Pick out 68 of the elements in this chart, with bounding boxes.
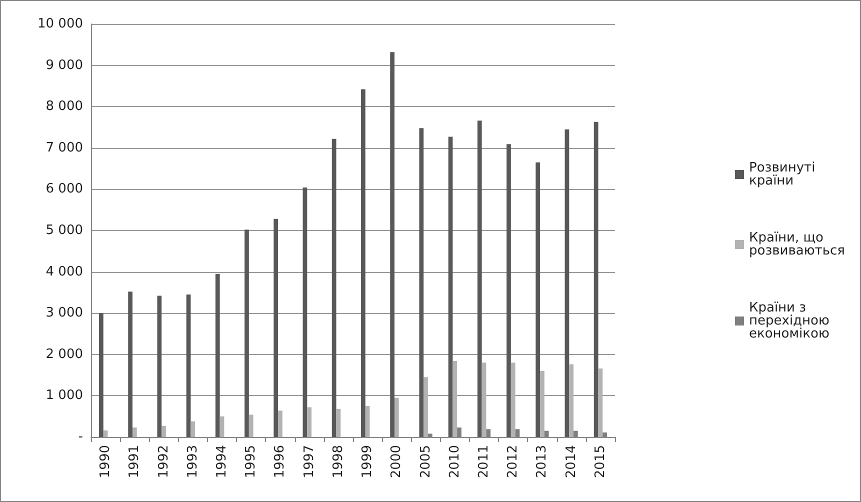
bar bbox=[448, 136, 453, 437]
bar bbox=[157, 296, 162, 437]
y-tick-label: - bbox=[78, 430, 84, 444]
bar bbox=[186, 294, 191, 437]
y-tick-label: 3 000 bbox=[46, 306, 83, 321]
bar bbox=[477, 120, 482, 437]
bar bbox=[103, 430, 108, 437]
x-tick-label: 1994 bbox=[214, 445, 230, 478]
bar bbox=[394, 398, 399, 437]
x-tick-label: 2000 bbox=[389, 445, 404, 478]
x-tick-label: 2005 bbox=[418, 445, 434, 478]
y-tick-label: 9 000 bbox=[46, 58, 83, 73]
bar bbox=[594, 122, 598, 437]
bar bbox=[569, 364, 574, 437]
y-tick-label: 8 000 bbox=[46, 99, 83, 114]
bar bbox=[424, 377, 428, 437]
bar bbox=[132, 428, 137, 437]
bar bbox=[332, 138, 336, 437]
bar bbox=[99, 313, 104, 437]
bar bbox=[419, 128, 424, 437]
y-tick-label: 2 000 bbox=[46, 346, 83, 362]
x-tick-label: 1993 bbox=[185, 445, 200, 478]
y-tick-label: 1 000 bbox=[46, 388, 83, 404]
x-tick-label: 2014 bbox=[564, 445, 579, 478]
y-tick-label: 6 000 bbox=[46, 182, 83, 197]
x-tick-label: 2013 bbox=[534, 445, 550, 478]
x-tick-label: 2010 bbox=[447, 445, 462, 478]
bar bbox=[162, 426, 166, 437]
bar bbox=[215, 274, 220, 437]
bar bbox=[365, 406, 370, 437]
x-tick-label: 1992 bbox=[156, 445, 172, 478]
bar bbox=[220, 416, 224, 437]
y-tick-label: 4 000 bbox=[46, 264, 83, 280]
y-tick-label: 7 000 bbox=[46, 140, 83, 156]
legend-label: Країни з перехідною економікою bbox=[749, 300, 834, 342]
bar bbox=[274, 218, 278, 437]
bar bbox=[390, 52, 394, 437]
bar bbox=[190, 421, 196, 437]
bar bbox=[536, 162, 540, 437]
bar bbox=[278, 410, 282, 437]
x-tick-label: 1998 bbox=[330, 445, 346, 478]
x-tick-label: 1997 bbox=[302, 445, 317, 478]
bar bbox=[598, 368, 603, 437]
bar bbox=[482, 362, 486, 437]
x-tick-label: 1990 bbox=[98, 445, 114, 478]
x-tick-label: 1995 bbox=[244, 445, 259, 478]
x-tick-label: 2015 bbox=[592, 445, 608, 478]
bar bbox=[128, 292, 132, 437]
bar bbox=[506, 144, 511, 437]
legend-label: Розвинуті країни bbox=[749, 160, 820, 188]
x-tick-label: 2012 bbox=[506, 445, 521, 478]
bar bbox=[244, 230, 249, 437]
y-tick-label: 5 000 bbox=[46, 223, 83, 238]
bar bbox=[302, 188, 308, 437]
bar bbox=[361, 89, 366, 437]
bar bbox=[452, 361, 458, 437]
y-tick-label: 10 000 bbox=[38, 16, 83, 32]
bar bbox=[540, 370, 544, 437]
legend-label: Країни, що розвиваються bbox=[749, 230, 846, 258]
x-tick-label: 1996 bbox=[272, 445, 288, 478]
bar bbox=[248, 414, 254, 437]
bar bbox=[307, 407, 312, 437]
x-tick-label: 1999 bbox=[360, 445, 376, 478]
x-tick-label: 1991 bbox=[127, 445, 142, 478]
x-tick-label: 2011 bbox=[476, 445, 492, 478]
bar bbox=[564, 129, 570, 437]
bar bbox=[510, 362, 516, 437]
bar bbox=[336, 408, 341, 437]
